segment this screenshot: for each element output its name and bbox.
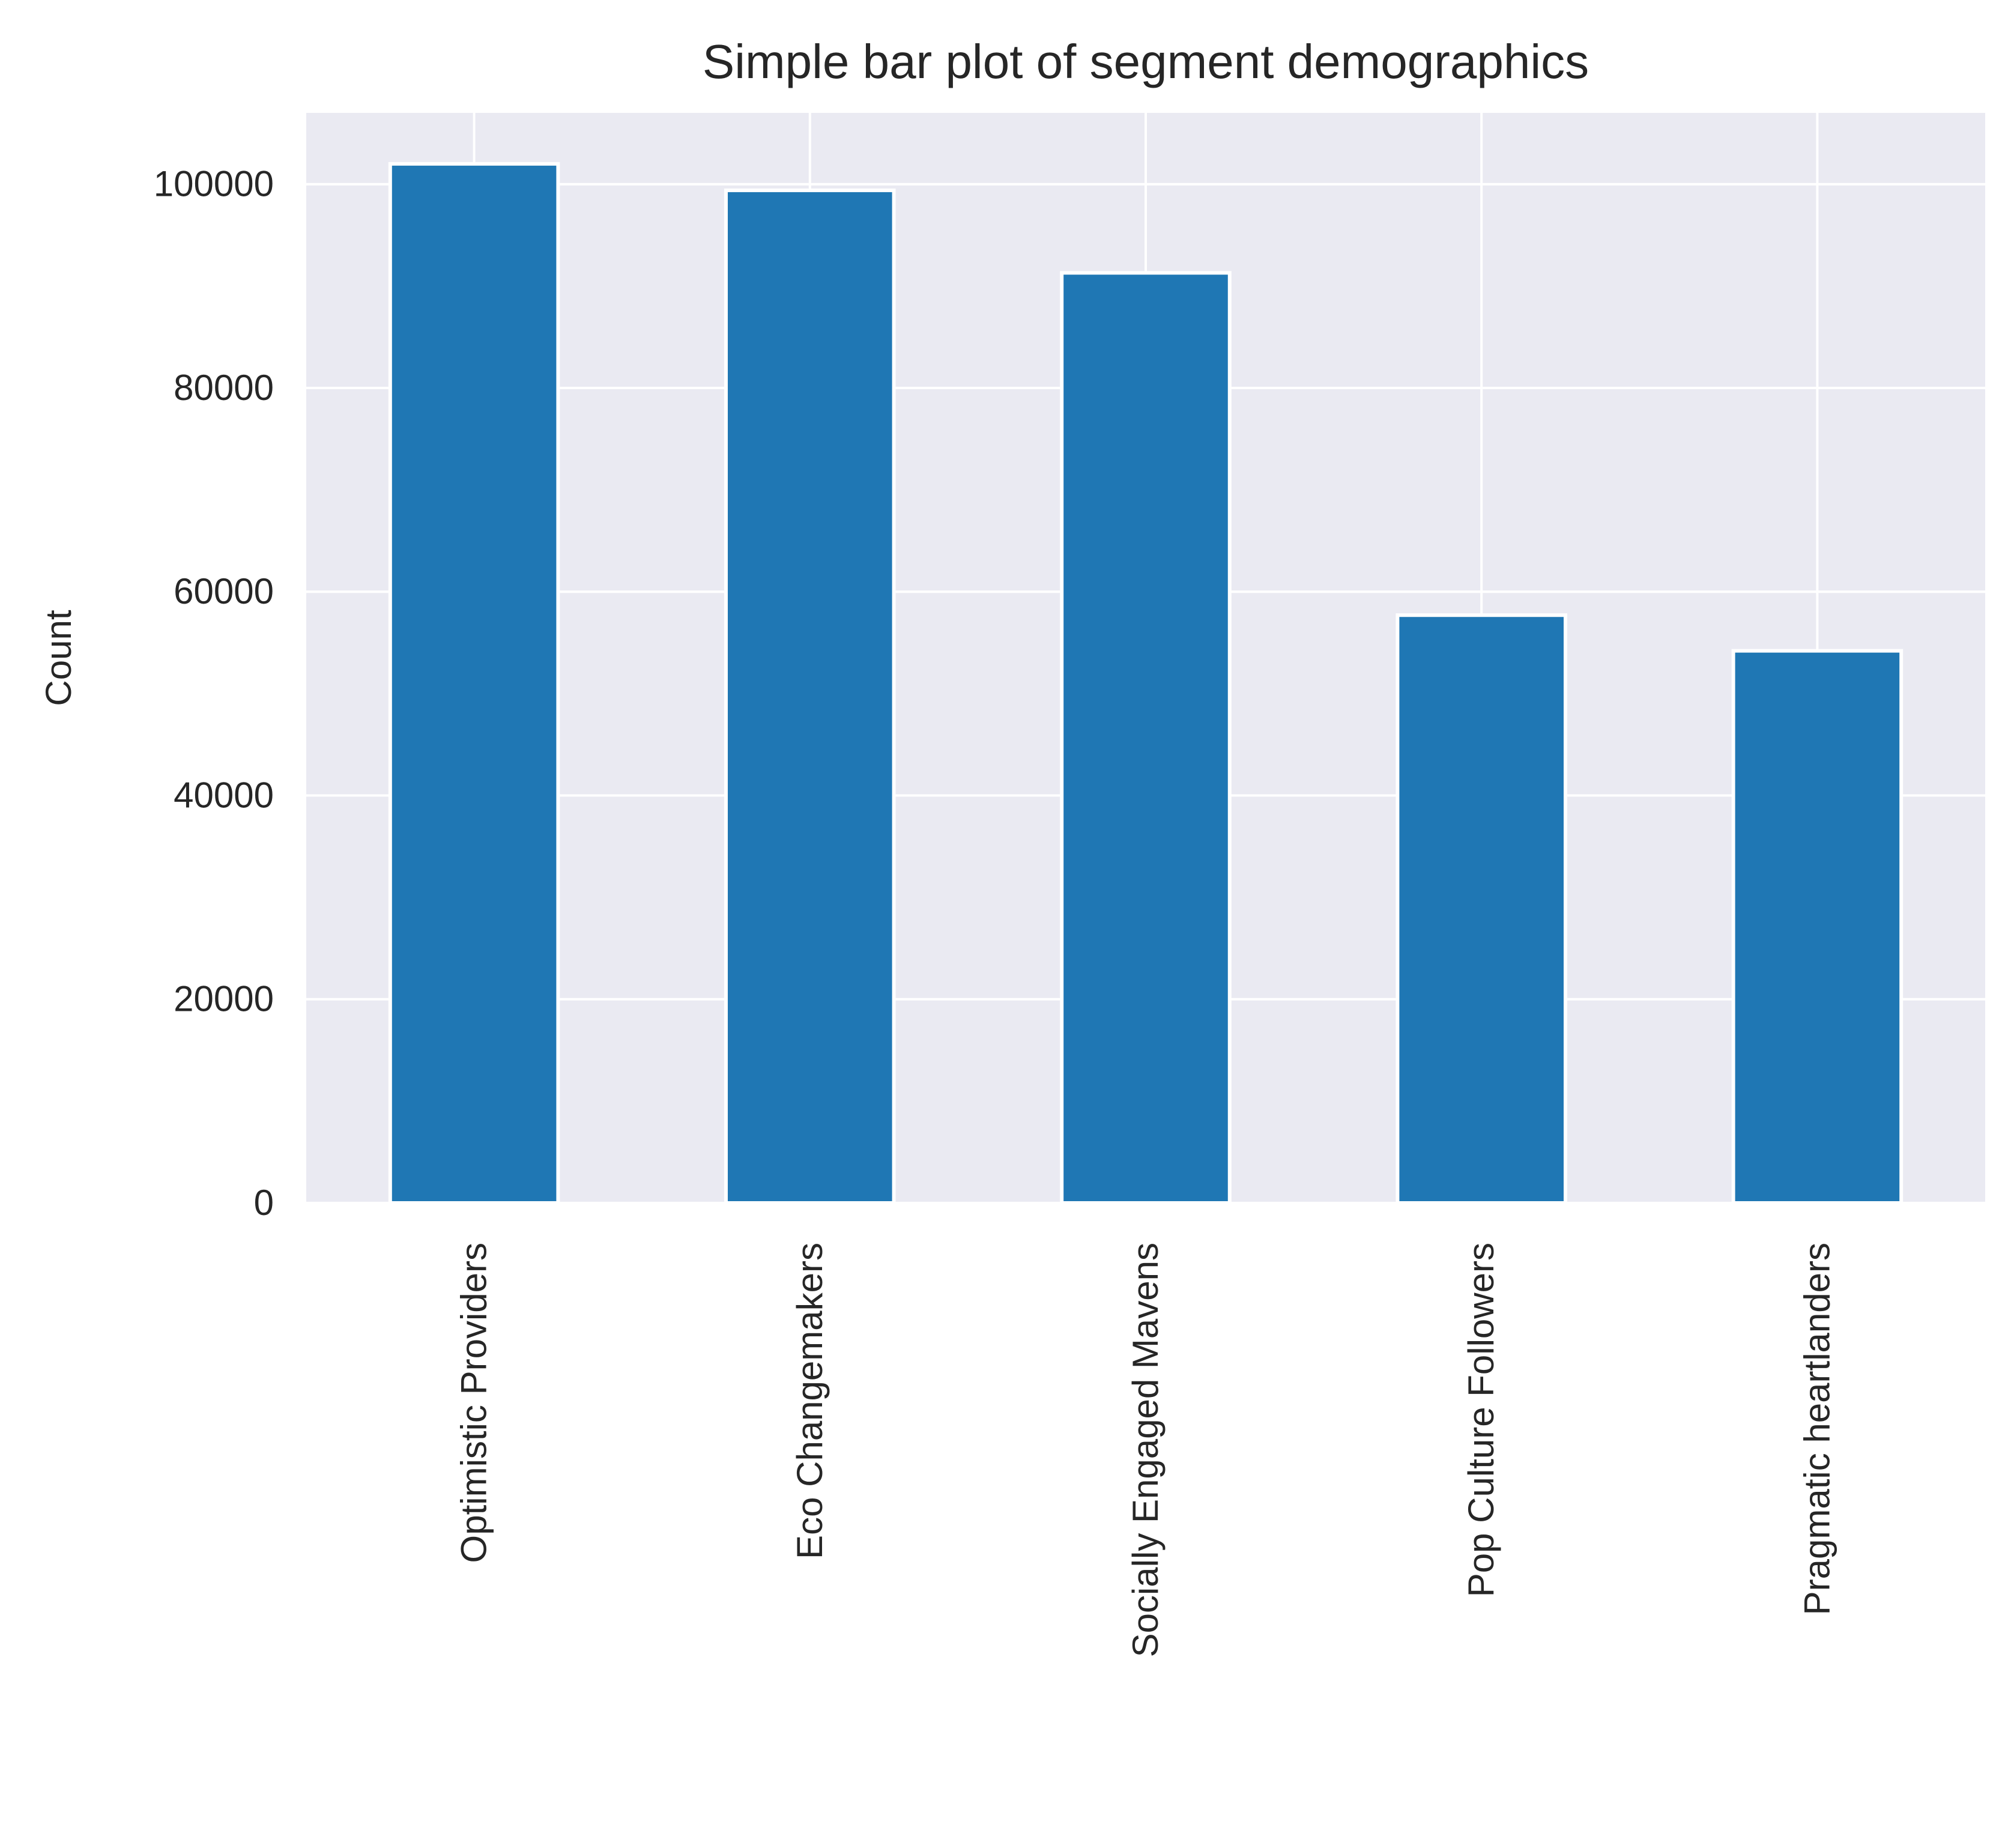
y-tick-label: 80000 [174,368,274,408]
x-tick-label: Pragmatic heartlanders [1797,1243,1837,1615]
x-tick-label: Eco Changemakers [790,1243,830,1559]
bar [1731,649,1904,1205]
y-tick-label: 40000 [174,775,274,815]
y-tick-label: 0 [254,1183,274,1223]
y-tick-label: 100000 [154,164,274,204]
bar [388,162,560,1205]
chart-title: Simple bar plot of segment demographics [703,35,1589,88]
bar [724,188,896,1205]
bar [1060,271,1232,1205]
y-tick-labels: 0 20000 40000 60000 80000 100000 [154,164,274,1223]
y-axis-label: Count [38,610,79,706]
bar [1396,613,1567,1205]
x-tick-label: Pop Culture Followers [1461,1243,1501,1597]
x-tick-label: Optimistic Providers [454,1243,494,1563]
y-tick-label: 60000 [174,571,274,611]
bars [388,162,1904,1205]
y-tick-label: 20000 [174,979,274,1019]
x-tick-label: Socially Engaged Mavens [1125,1243,1166,1657]
x-tick-labels: Optimistic Providers Eco Changemakers Soci… [454,1243,1837,1657]
